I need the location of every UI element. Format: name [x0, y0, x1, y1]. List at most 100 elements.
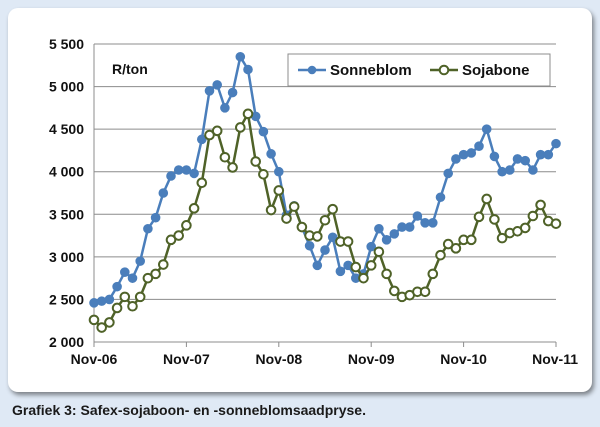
data-point-sonneblom — [458, 149, 469, 160]
data-point-sonneblom — [520, 155, 531, 166]
data-point-sonneblom — [204, 86, 215, 96]
y-tick-label: 4 500 — [49, 121, 84, 137]
data-point-sojabone — [466, 234, 477, 246]
data-point-sonneblom — [489, 151, 500, 162]
data-point-sojabone — [481, 193, 493, 205]
data-point-sojabone — [204, 129, 215, 141]
figure-caption: Grafiek 3: Safex-sojaboon- en -sonneblom… — [12, 402, 366, 418]
data-point-sonneblom — [404, 222, 415, 232]
data-point-sojabone — [265, 204, 277, 216]
data-point-sojabone — [150, 268, 161, 280]
data-point-sonneblom — [443, 168, 454, 179]
data-point-sojabone — [381, 268, 392, 280]
data-point-sonneblom — [89, 298, 99, 308]
legend-swatch-marker — [307, 65, 317, 75]
data-point-sonneblom — [120, 267, 130, 277]
data-point-sonneblom — [335, 266, 346, 277]
data-point-sonneblom — [181, 165, 192, 175]
y-tick-label: 5 000 — [49, 79, 84, 95]
data-point-sojabone — [419, 286, 431, 298]
y-tick-label: 4 000 — [49, 164, 84, 180]
y-tick-label: 5 500 — [49, 36, 84, 52]
x-tick-label: Nov-07 — [163, 351, 210, 367]
data-point-sojabone — [373, 246, 385, 258]
data-point-sojabone — [211, 125, 223, 137]
data-point-sojabone — [242, 108, 254, 120]
data-point-sonneblom — [166, 171, 176, 181]
data-point-sonneblom — [143, 223, 153, 234]
data-point-sojabone — [258, 168, 269, 180]
data-point-sojabone — [489, 214, 500, 225]
data-point-sojabone — [227, 162, 238, 173]
data-point-sojabone — [119, 291, 131, 303]
y-axis-unit-label: R/ton — [112, 61, 148, 77]
chart-panel: 2 000 2 500 3 000 3 500 4 000 4 500 5 000 5 500… — [8, 8, 592, 392]
data-point-sojabone — [519, 222, 531, 234]
x-tick-label: Nov-08 — [255, 351, 302, 367]
data-point-sojabone — [250, 156, 261, 167]
data-point-sojabone — [350, 261, 362, 273]
data-point-sojabone — [327, 203, 339, 215]
data-point-sonneblom — [412, 211, 423, 221]
data-point-sonneblom — [374, 223, 384, 234]
data-point-sonneblom — [366, 241, 377, 252]
data-point-sonneblom — [327, 232, 338, 243]
x-tick-label: Nov-06 — [71, 351, 118, 367]
y-tick-label: 2 500 — [49, 291, 84, 307]
data-point-sonneblom — [381, 235, 392, 245]
data-point-sojabone — [165, 234, 177, 246]
data-point-sonneblom — [274, 166, 284, 177]
data-point-sonneblom — [435, 192, 446, 203]
data-point-sonneblom — [320, 245, 330, 255]
data-point-sojabone — [358, 272, 369, 284]
legend-swatch-marker — [438, 64, 450, 76]
data-point-sonneblom — [112, 281, 122, 292]
data-point-sojabone — [96, 322, 107, 333]
data-point-sonneblom — [127, 273, 138, 283]
data-point-sojabone — [389, 285, 400, 297]
data-point-sonneblom — [481, 124, 492, 134]
data-point-sojabone — [527, 210, 539, 222]
data-point-sonneblom — [197, 134, 207, 145]
data-point-sonneblom — [466, 148, 477, 158]
data-point-sojabone — [127, 300, 138, 312]
legend-label: Sonneblom — [330, 62, 412, 79]
data-point-sonneblom — [227, 87, 238, 98]
y-tick-label: 3 500 — [49, 206, 84, 222]
data-point-sonneblom — [543, 149, 554, 160]
data-point-sonneblom — [512, 154, 523, 164]
legend-box — [287, 53, 551, 87]
data-point-sojabone — [142, 272, 154, 284]
data-point-sojabone — [312, 231, 323, 242]
data-point-sonneblom — [389, 229, 400, 239]
data-point-sojabone — [473, 211, 485, 223]
data-point-sojabone — [173, 230, 184, 241]
data-point-sonneblom — [497, 166, 507, 177]
data-point-sojabone — [104, 317, 115, 328]
data-point-sojabone — [296, 221, 308, 233]
data-point-sojabone — [181, 220, 192, 231]
data-point-sojabone — [442, 238, 454, 250]
data-point-sojabone — [219, 151, 231, 163]
data-point-sojabone — [158, 259, 169, 270]
data-point-sojabone — [342, 236, 354, 247]
data-point-sonneblom — [135, 256, 145, 266]
data-point-sonneblom — [304, 240, 315, 251]
data-point-sojabone — [88, 314, 100, 326]
data-point-sojabone — [435, 249, 446, 261]
data-point-sonneblom — [235, 51, 246, 62]
legend-label: Sojabone — [462, 62, 530, 79]
data-point-sonneblom — [96, 296, 107, 306]
data-point-sonneblom — [189, 168, 199, 179]
data-point-sonneblom — [243, 64, 253, 75]
data-point-sojabone — [550, 218, 562, 229]
data-point-sojabone — [188, 203, 200, 214]
data-point-sojabone — [281, 213, 292, 224]
data-point-sonneblom — [258, 126, 269, 137]
y-tick-label: 2 000 — [49, 334, 84, 350]
data-point-sojabone — [111, 302, 123, 314]
data-point-sonneblom — [220, 103, 230, 113]
data-point-sojabone — [134, 291, 146, 303]
data-point-sojabone — [235, 122, 246, 133]
